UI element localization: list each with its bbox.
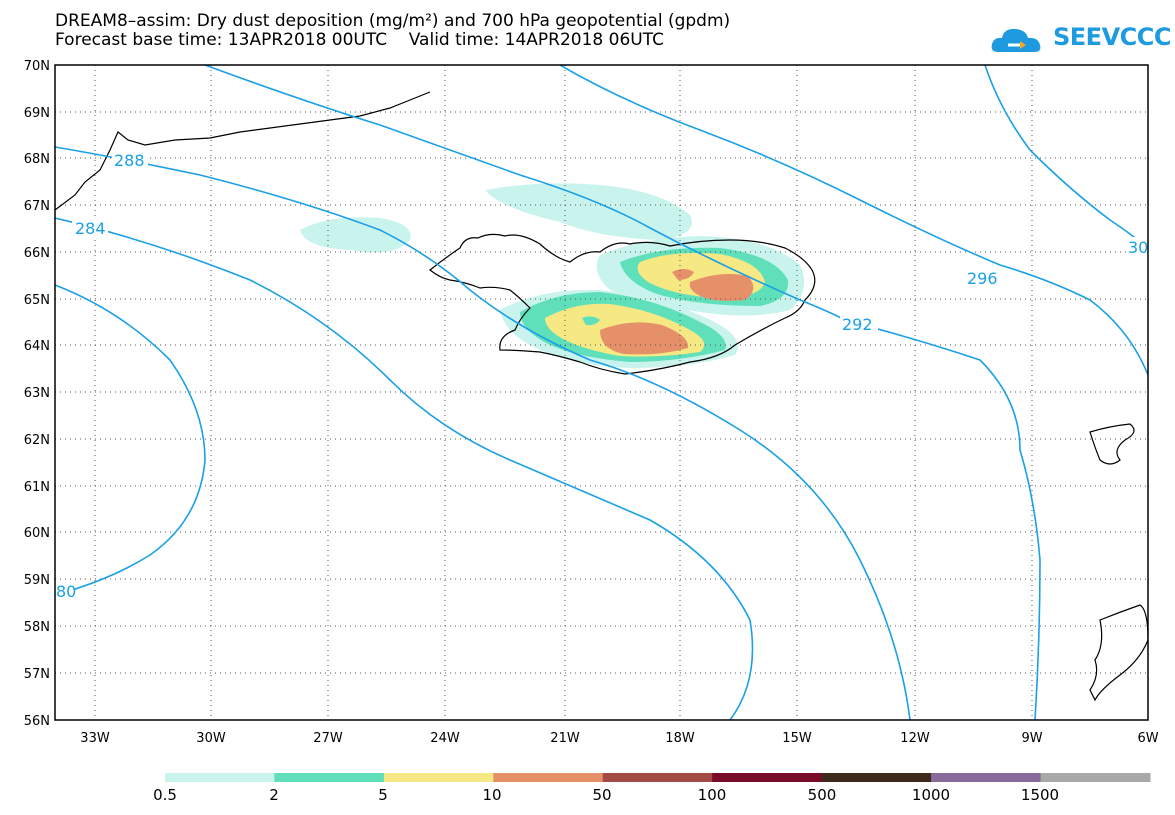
colorbar-segment [165, 773, 275, 782]
lon-label: 9W [1021, 731, 1042, 746]
lat-label: 66N [24, 246, 50, 261]
lat-label: 65N [24, 293, 50, 308]
colorbar-segment [493, 773, 604, 782]
map-frame [54, 64, 1149, 721]
colorbar-label: 50 [592, 786, 611, 804]
colorbar-segment [821, 773, 932, 782]
colorbar-label: 100 [698, 786, 727, 804]
colorbar-label: 1500 [1021, 786, 1059, 804]
lat-label: 60N [24, 526, 50, 541]
contour-label: 30 [1128, 238, 1148, 257]
colorbar-label: 1000 [912, 786, 950, 804]
colorbar-segment [931, 773, 1041, 782]
lon-label: 33W [80, 731, 110, 746]
lat-label: 69N [24, 106, 50, 121]
lon-label: 24W [430, 731, 460, 746]
lon-label: 6W [1137, 731, 1158, 746]
colorbar-label: 5 [378, 786, 388, 804]
colorbar-label: 0.5 [153, 786, 177, 804]
colorbar-segment [712, 773, 823, 782]
contour-label: 80 [56, 582, 76, 601]
lat-label: 61N [24, 480, 50, 495]
contour-labels: 288 284 296 292 80 30 [55, 150, 1148, 601]
colorbar-label: 500 [808, 786, 837, 804]
lat-label: 58N [24, 620, 50, 635]
cloud-logo-icon [991, 28, 1041, 52]
lat-label: 57N [24, 667, 50, 682]
map-grid [55, 65, 1148, 720]
colorbar-labels: 0.5 2 5 10 50 100 500 1000 1500 [153, 786, 1059, 804]
colorbar-segment [1040, 773, 1151, 782]
lat-label: 67N [24, 199, 50, 214]
colorbar-label: 2 [269, 786, 279, 804]
coastlines [55, 91, 1148, 702]
lat-label: 56N [24, 714, 50, 729]
lon-label: 30W [196, 731, 226, 746]
lon-label: 27W [313, 731, 343, 746]
forecast-time-subtitle: Forecast base time: 13APR2018 00UTC Vali… [55, 30, 664, 50]
geopotential-contours [55, 65, 1148, 720]
longitude-labels: 33W 30W 27W 24W 21W 18W 15W 12W 9W 6W [80, 731, 1158, 746]
lat-label: 62N [24, 433, 50, 448]
dust-deposition-field [300, 183, 805, 368]
colorbar-segment [274, 773, 385, 782]
logo-text: SEEVCCC [1053, 23, 1172, 51]
lat-label: 59N [24, 573, 50, 588]
lon-label: 18W [665, 731, 695, 746]
contour-label: 288 [114, 151, 145, 170]
contour-label: 292 [842, 315, 873, 334]
lat-label: 68N [24, 152, 50, 167]
colorbar [165, 773, 1151, 782]
colorbar-label: 10 [482, 786, 501, 804]
lon-label: 15W [782, 731, 812, 746]
lat-label: 63N [24, 386, 50, 401]
map-title: DREAM8–assim: Dry dust deposition (mg/m²… [55, 11, 731, 31]
contour-label: 284 [75, 219, 106, 238]
contour-label: 296 [967, 269, 998, 288]
colorbar-segment [602, 773, 713, 782]
lon-label: 21W [550, 731, 580, 746]
lon-label: 12W [900, 731, 930, 746]
latitude-labels: 70N 69N 68N 67N 66N 65N 64N 63N 62N 61N … [24, 59, 50, 729]
colorbar-segment [383, 773, 494, 782]
lat-label: 64N [24, 339, 50, 354]
lat-label: 70N [24, 59, 50, 74]
